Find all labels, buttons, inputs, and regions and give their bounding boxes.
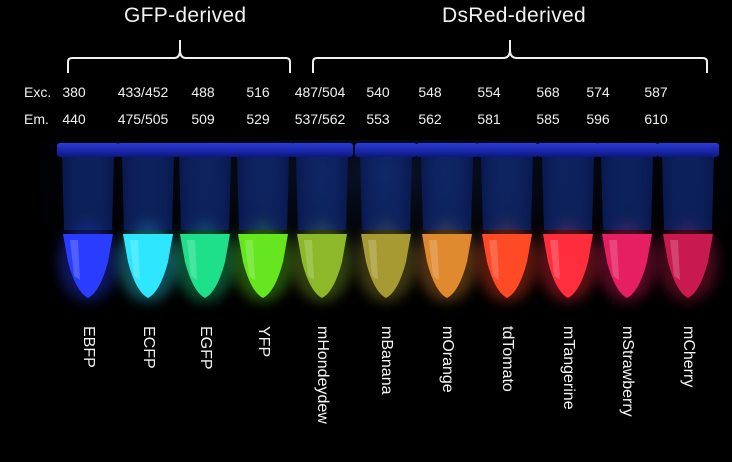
exc-value: 587	[644, 84, 668, 100]
tube-cap	[537, 143, 599, 157]
exc-value: 487/504	[294, 84, 346, 100]
tube-liquid	[602, 234, 652, 298]
tube-ebfp	[57, 143, 119, 302]
tube-mtangerine	[537, 143, 599, 302]
tube-ecfp	[117, 143, 179, 302]
em-value: 596	[586, 111, 610, 127]
exc-value: 516	[246, 84, 270, 100]
tube-mbanana	[355, 143, 417, 302]
tube-body	[237, 157, 289, 230]
em-value: 475/505	[117, 111, 169, 127]
tube-liquid	[238, 234, 288, 298]
exc-value: 574	[586, 84, 610, 100]
tube-liquid	[63, 234, 113, 298]
tube-cap	[355, 143, 417, 157]
exc-value: 488	[191, 84, 215, 100]
em-value: 553	[366, 111, 390, 127]
em-value: 537/562	[294, 111, 346, 127]
exc-value: 433/452	[117, 84, 169, 100]
tube-morange	[416, 143, 478, 302]
protein-label: ECFP	[140, 326, 157, 369]
tube-body	[542, 157, 594, 230]
tube-body	[179, 157, 231, 230]
protein-label: YFP	[255, 326, 272, 358]
dsred-bracket	[312, 40, 708, 73]
exc-row-label: Exc.	[24, 84, 52, 100]
tube-cap	[596, 143, 658, 157]
em-value: 562	[418, 111, 442, 127]
tube-egfp	[174, 143, 236, 302]
tube-body	[662, 157, 714, 230]
tube-body	[360, 157, 412, 230]
em-value: 509	[191, 111, 215, 127]
tube-mstrawberry	[596, 143, 658, 302]
protein-label: mOrange	[439, 326, 456, 393]
exc-value: 540	[366, 84, 390, 100]
dsred-group-title: DsRed-derived	[442, 4, 586, 27]
em-value: 529	[246, 111, 270, 127]
em-value: 440	[62, 111, 86, 127]
tube-cap	[174, 143, 236, 157]
tube-body	[481, 157, 533, 230]
tube-cap	[117, 143, 179, 157]
protein-label: tdTomato	[499, 326, 516, 392]
tube-cap	[57, 143, 119, 157]
tube-body	[296, 157, 348, 230]
tube-tdtomato	[476, 143, 538, 302]
tube-cap	[291, 143, 353, 157]
tube-cap	[416, 143, 478, 157]
tube-mcherry	[657, 143, 719, 302]
tube-liquid	[123, 234, 173, 298]
tube-body	[601, 157, 653, 230]
tube-body	[122, 157, 174, 230]
exc-value: 548	[418, 84, 442, 100]
protein-label: mCherry	[680, 326, 697, 388]
protein-label: EGFP	[197, 326, 214, 370]
em-value: 585	[536, 111, 560, 127]
tube-mhondeydew	[291, 143, 353, 302]
tube-liquid	[297, 234, 347, 298]
tube-body	[62, 157, 114, 230]
em-row-label: Em.	[24, 111, 49, 127]
gfp-group-title: GFP-derived	[124, 4, 247, 27]
exc-value: 554	[477, 84, 501, 100]
tube-cap	[232, 143, 294, 157]
tube-liquid	[180, 234, 230, 298]
exc-value: 568	[536, 84, 560, 100]
tube-liquid	[361, 234, 411, 298]
gfp-bracket	[67, 40, 291, 73]
protein-label: mHondeydew	[314, 326, 331, 424]
tube-yfp	[232, 143, 294, 302]
em-value: 581	[477, 111, 501, 127]
tube-cap	[657, 143, 719, 157]
tube-liquid	[422, 234, 472, 298]
tube-liquid	[482, 234, 532, 298]
em-value: 610	[644, 111, 668, 127]
protein-label: mStrawberry	[619, 326, 636, 417]
tube-liquid	[663, 234, 713, 298]
tube-liquid	[543, 234, 593, 298]
protein-label: mBanana	[378, 326, 395, 395]
tube-body	[421, 157, 473, 230]
protein-label: mTangerine	[560, 326, 577, 410]
tube-cap	[476, 143, 538, 157]
exc-value: 380	[62, 84, 86, 100]
protein-label: EBFP	[80, 326, 97, 368]
